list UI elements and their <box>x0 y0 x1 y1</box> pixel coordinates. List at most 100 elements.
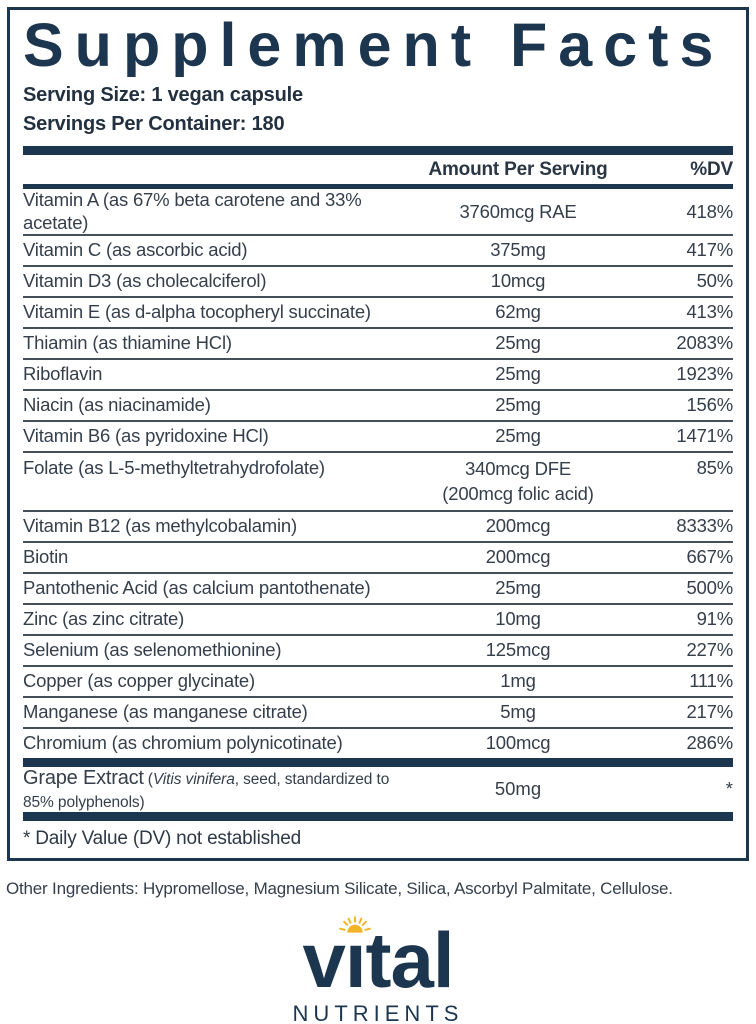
nutrient-name: Folate (as L-5-methyltetrahydrofolate) <box>23 456 325 478</box>
nutrient-name: Manganese (as manganese citrate) <box>23 701 308 723</box>
nutrient-amount-line1: 3760mcg RAE <box>459 200 577 222</box>
table-row: Vitamin A (as 67% beta carotene and 33% … <box>23 189 733 233</box>
nutrient-amount: 25mg <box>398 394 638 416</box>
nutrient-amount: 125mcg <box>398 639 638 661</box>
nutrient-amount: 340mcg DFE (200mcg folic acid) <box>398 457 638 507</box>
table-row: Chromium (as chromium polynicotinate) 10… <box>23 726 733 758</box>
nutrient-dv: 413% <box>686 301 733 323</box>
nutrient-amount-line1: 25mg <box>495 394 541 416</box>
nutrient-name: Niacin (as niacinamide) <box>23 394 211 416</box>
nutrient-amount-line1: 375mg <box>490 239 546 261</box>
divider-thick-top <box>23 146 733 156</box>
divider-medium <box>23 184 733 190</box>
nutrient-dv: 1471% <box>676 425 733 447</box>
nutrient-amount-line2: (200mcg folic acid) <box>442 482 594 504</box>
nutrient-dv: 417% <box>686 239 733 261</box>
sun-icon <box>337 906 373 933</box>
logo-word: v ıtal <box>302 916 455 999</box>
nutrient-name: Vitamin B12 (as methylcobalamin) <box>23 515 297 537</box>
servings-per-container: Servings Per Container: 180 <box>23 113 285 136</box>
table-row: Vitamin E (as d-alpha tocopheryl succina… <box>23 295 733 327</box>
table-row: Vitamin B6 (as pyridoxine HCl) 25mg 1471… <box>23 419 733 451</box>
grape-name: Grape Extract (Vitis vinifera, seed, stan… <box>23 766 390 811</box>
nutrient-name: Chromium (as chromium polynicotinate) <box>23 732 343 754</box>
nutrient-name: Vitamin D3 (as cholecalciferol) <box>23 270 267 292</box>
dv-footnote: * Daily Value (DV) not established <box>23 827 301 849</box>
nutrient-dv: 156% <box>686 394 733 416</box>
table-row: Folate (as L-5-methyltetrahydrofolate) 3… <box>23 450 734 510</box>
nutrient-amount-line1: 125mcg <box>485 639 551 661</box>
table-row: Biotin 200mcg 667% <box>23 540 733 572</box>
nutrient-amount: 200mcg <box>398 546 638 568</box>
nutrient-name: Copper (as copper glycinate) <box>23 670 255 692</box>
grape-dv: * <box>725 778 733 800</box>
nutrient-amount: 10mcg <box>398 270 638 292</box>
table-row: Pantothenic Acid (as calcium pantothenat… <box>23 571 733 603</box>
nutrient-name: Vitamin A (as 67% beta carotene and 33% … <box>23 189 362 233</box>
other-ingredients: Other Ingredients: Hypromellose, Magnesi… <box>6 878 673 898</box>
table-row: Riboflavin 25mg 1923% <box>23 357 733 389</box>
nutrient-name: Biotin <box>23 546 69 568</box>
supplement-facts-panel: Supplement Facts Serving Size: 1 vegan c… <box>7 7 749 861</box>
nutrient-name: Thiamin (as thiamine HCl) <box>23 332 232 354</box>
nutrient-amount: 10mg <box>398 608 638 630</box>
vital-nutrients-logo: v ıtal NUTRIENTS <box>0 916 756 1024</box>
table-row: Copper (as copper glycinate) 1mg 111% <box>23 664 733 696</box>
nutrient-dv: 85% <box>696 456 734 478</box>
nutrient-amount-line1: 10mcg <box>490 270 546 292</box>
nutrient-amount-line1: 62mg <box>495 301 541 323</box>
nutrient-amount: 5mg <box>398 701 638 723</box>
grape-amount: 50mg <box>494 778 542 800</box>
nutrient-amount-line1: 25mg <box>495 425 541 447</box>
table-row: Manganese (as manganese citrate) 5mg 217… <box>23 695 733 727</box>
nutrient-amount: 100mcg <box>398 732 638 754</box>
nutrient-dv: 667% <box>686 546 733 568</box>
nutrient-amount: 25mg <box>398 332 638 354</box>
nutrient-dv: 500% <box>686 577 733 599</box>
nutrient-amount-line1: 200mcg <box>485 515 551 537</box>
table-row: Niacin (as niacinamide) 25mg 156% <box>23 388 733 420</box>
nutrient-name: Pantothenic Acid (as calcium pantothenat… <box>23 577 371 599</box>
table-row: Vitamin B12 (as methylcobalamin) 200mcg … <box>23 509 733 541</box>
table-row: Selenium (as selenomethionine) 125mcg 22… <box>23 633 733 665</box>
nutrient-dv: 91% <box>696 608 734 630</box>
nutrient-dv: 286% <box>686 732 733 754</box>
nutrient-amount-line1: 25mg <box>495 577 541 599</box>
table-row: Thiamin (as thiamine HCl) 25mg 2083% <box>23 326 733 358</box>
nutrient-amount-line1: 340mcg DFE <box>465 457 571 479</box>
grape-extract-row: Grape Extract (Vitis vinifera, seed, stan… <box>23 767 733 812</box>
logo-subtext: NUTRIENTS <box>292 1000 464 1024</box>
nutrient-name: Riboflavin <box>23 363 103 385</box>
nutrient-dv: 8333% <box>676 515 733 537</box>
nutrient-dv: 50% <box>696 270 734 292</box>
nutrient-amount-line1: 5mg <box>500 701 536 723</box>
divider-thick-grape-top <box>23 757 733 767</box>
nutrient-dv: 1923% <box>676 363 733 385</box>
nutrient-amount: 3760mcg RAE <box>398 201 638 223</box>
nutrient-amount: 25mg <box>398 363 638 385</box>
nutrient-amount: 25mg <box>398 425 638 447</box>
nutrient-amount: 1mg <box>398 670 638 692</box>
nutrient-amount: 200mcg <box>398 515 638 537</box>
nutrient-name: Vitamin E (as d-alpha tocopheryl succina… <box>23 301 371 323</box>
nutrient-name: Zinc (as zinc citrate) <box>23 608 185 630</box>
nutrient-name: Vitamin C (as ascorbic acid) <box>23 239 248 261</box>
table-row: Vitamin D3 (as cholecalciferol) 10mcg 50… <box>23 264 734 296</box>
nutrient-name: Selenium (as selenomethionine) <box>23 639 282 661</box>
nutrient-dv: 227% <box>686 639 733 661</box>
divider-thick-grape-bottom <box>23 811 733 821</box>
panel-title: Supplement Facts <box>23 14 725 78</box>
column-headers: Amount Per Serving %DV <box>23 155 733 184</box>
table-row: Zinc (as zinc citrate) 10mg 91% <box>23 602 734 634</box>
table-row: Vitamin C (as ascorbic acid) 375mg 417% <box>23 233 733 265</box>
nutrient-rows: Vitamin A (as 67% beta carotene and 33% … <box>23 189 733 757</box>
dv-header: %DV <box>690 159 733 181</box>
nutrient-name: Vitamin B6 (as pyridoxine HCl) <box>23 425 269 447</box>
nutrient-amount-line1: 25mg <box>495 332 541 354</box>
nutrient-amount: 375mg <box>398 239 638 261</box>
nutrient-amount-line1: 25mg <box>495 363 541 385</box>
amount-per-serving-header: Amount Per Serving <box>428 159 608 181</box>
nutrient-amount: 62mg <box>398 301 638 323</box>
nutrient-amount-line1: 200mcg <box>485 546 551 568</box>
